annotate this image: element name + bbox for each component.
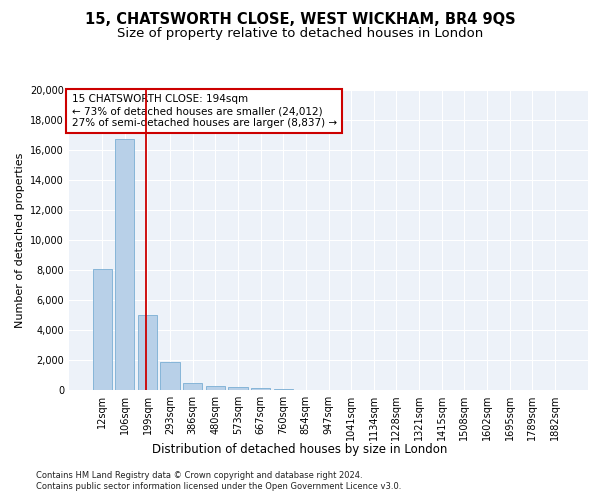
Text: 15 CHATSWORTH CLOSE: 194sqm
← 73% of detached houses are smaller (24,012)
27% of: 15 CHATSWORTH CLOSE: 194sqm ← 73% of det… [71, 94, 337, 128]
Bar [160, 362, 180, 390]
Text: Contains HM Land Registry data © Crown copyright and database right 2024.: Contains HM Land Registry data © Crown c… [36, 471, 362, 480]
Text: Contains public sector information licensed under the Open Government Licence v3: Contains public sector information licen… [36, 482, 401, 491]
Y-axis label: Number of detached properties: Number of detached properties [15, 152, 25, 328]
Bar [251, 388, 270, 390]
Bar [183, 382, 202, 390]
Bar [92, 269, 112, 390]
Bar [274, 389, 293, 390]
Text: Distribution of detached houses by size in London: Distribution of detached houses by size … [152, 442, 448, 456]
Bar [229, 387, 248, 390]
Text: 15, CHATSWORTH CLOSE, WEST WICKHAM, BR4 9QS: 15, CHATSWORTH CLOSE, WEST WICKHAM, BR4 … [85, 12, 515, 28]
Bar [138, 315, 157, 390]
Bar [115, 140, 134, 390]
Text: Size of property relative to detached houses in London: Size of property relative to detached ho… [117, 28, 483, 40]
Bar [206, 386, 225, 390]
